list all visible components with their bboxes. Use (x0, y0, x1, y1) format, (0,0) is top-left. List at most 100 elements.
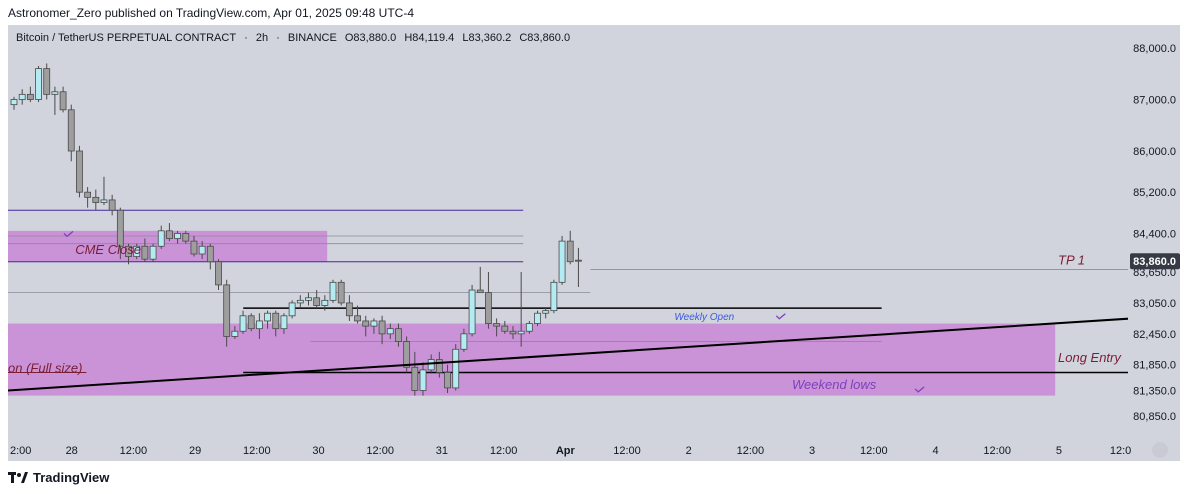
candle-body[interactable] (345, 302, 353, 317)
candle-body[interactable] (313, 297, 321, 306)
candle-body[interactable] (206, 245, 214, 263)
candle-body[interactable] (198, 245, 206, 255)
symbol-exchange: BINANCE (287, 32, 337, 44)
symbol-interval[interactable]: 2h (255, 32, 269, 44)
annotation-label[interactable]: on (Full size) (8, 360, 82, 375)
candle-body[interactable] (476, 289, 484, 294)
candle-body[interactable] (435, 359, 443, 373)
candle-body[interactable] (558, 240, 566, 283)
current-price-badge (1130, 253, 1180, 270)
annotation-label[interactable]: Weekend lows (792, 377, 877, 392)
candle-body[interactable] (116, 209, 124, 247)
candle-body[interactable] (223, 284, 231, 337)
x-tick-label: 12:00 (860, 445, 888, 457)
price-axis-panel[interactable] (1128, 25, 1180, 461)
candle-body[interactable] (51, 91, 59, 95)
candle-body[interactable] (501, 325, 509, 332)
candle-body[interactable] (157, 230, 165, 247)
candle-body[interactable] (296, 299, 304, 304)
candle-body[interactable] (485, 292, 492, 324)
candle-body[interactable] (280, 315, 288, 330)
candle-body[interactable] (403, 341, 411, 368)
candle-body[interactable] (247, 315, 255, 330)
candle-body[interactable] (542, 310, 550, 314)
candle-body[interactable] (575, 259, 582, 262)
candle-body[interactable] (525, 323, 533, 332)
candlestick-chart[interactable]: CME Close on (Full size) TP 1 Long Entry Wee… (8, 25, 1180, 461)
candle-body[interactable] (534, 312, 541, 324)
candle-body[interactable] (419, 369, 427, 391)
symbol-legend: Bitcoin / TetherUS PERPETUAL CONTRACT · … (16, 32, 575, 44)
annotation-label[interactable]: Weekly Open (674, 312, 734, 323)
candle-body[interactable] (272, 312, 280, 330)
candle-body[interactable] (108, 199, 116, 211)
candle-body[interactable] (76, 150, 83, 193)
candle-body[interactable] (321, 299, 329, 306)
candle-body[interactable] (370, 320, 378, 327)
annotation-label[interactable]: TP 1 (1058, 252, 1085, 267)
candle-body[interactable] (444, 372, 451, 389)
x-tick-label: 30 (312, 445, 324, 457)
candle-body[interactable] (125, 245, 132, 257)
annotation-label[interactable]: Long Entry (1058, 350, 1122, 365)
y-tick-label: 81,850.0 (1133, 360, 1176, 372)
candle-body[interactable] (182, 232, 190, 242)
candle-body[interactable] (35, 68, 42, 100)
candle-body[interactable] (509, 330, 517, 335)
x-tick-label: 12:00 (490, 445, 518, 457)
candle-body[interactable] (149, 245, 157, 260)
candle-body[interactable] (67, 109, 75, 152)
candle-body[interactable] (18, 93, 26, 100)
candle-body[interactable] (239, 315, 247, 332)
tradingview-logo-icon (8, 471, 28, 483)
chart-pane[interactable]: CME Close on (Full size) TP 1 Long Entry Wee… (8, 25, 1180, 461)
x-tick-label: 12:00 (366, 445, 394, 457)
auto-scale-icon[interactable] (1152, 442, 1168, 458)
candle-body[interactable] (59, 91, 67, 111)
candle-body[interactable] (395, 328, 402, 342)
candle-body[interactable] (378, 320, 386, 335)
candle-body[interactable] (305, 297, 312, 301)
candle-body[interactable] (133, 245, 141, 257)
x-tick-label: 12:00 (737, 445, 765, 457)
candle-body[interactable] (460, 333, 468, 350)
candle-body[interactable] (517, 330, 525, 335)
candle-body[interactable] (174, 232, 182, 239)
footer-brand[interactable]: TradingView (8, 470, 109, 485)
candle-body[interactable] (566, 240, 574, 263)
candle-body[interactable] (26, 93, 34, 100)
candle-body[interactable] (92, 196, 100, 203)
candle-body[interactable] (141, 245, 149, 260)
x-tick-label: 29 (189, 445, 201, 457)
candle-body[interactable] (190, 240, 198, 255)
candle-body[interactable] (354, 315, 361, 322)
annotation-label[interactable]: CME Close (75, 242, 141, 257)
candle-body[interactable] (411, 366, 419, 391)
candle-body[interactable] (100, 199, 108, 203)
candle-body[interactable] (468, 289, 476, 335)
candle-body[interactable] (255, 320, 263, 330)
candle-body[interactable] (288, 302, 296, 317)
candle-body[interactable] (10, 99, 18, 106)
candle-body[interactable] (329, 281, 337, 301)
symbol-name[interactable]: Bitcoin / TetherUS PERPETUAL CONTRACT (16, 32, 237, 44)
candle-body[interactable] (427, 359, 435, 371)
x-tick-label: 2 (686, 445, 692, 457)
candle-body[interactable] (215, 261, 222, 286)
candle-body[interactable] (84, 191, 92, 198)
candle-body[interactable] (362, 320, 370, 327)
candle-body[interactable] (550, 281, 558, 312)
publisher-line: Astronomer_Zero published on TradingView… (8, 6, 414, 20)
candle-body[interactable] (166, 230, 173, 239)
candle-body[interactable] (231, 330, 239, 337)
ohlc-high: H84,119.4 (404, 32, 455, 44)
y-tick-label: 87,000.0 (1133, 95, 1176, 107)
candle-body[interactable] (452, 348, 460, 389)
candle-body[interactable] (264, 312, 271, 322)
symbol-separator-2: · (276, 32, 280, 44)
candle-body[interactable] (337, 281, 345, 304)
candle-body[interactable] (43, 68, 51, 95)
candle-body[interactable] (386, 328, 394, 335)
candle-body[interactable] (493, 323, 501, 327)
publisher-text: Astronomer_Zero published on TradingView… (8, 6, 415, 20)
